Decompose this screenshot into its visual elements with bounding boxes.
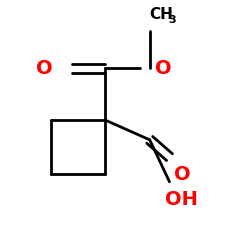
Text: 3: 3 (168, 15, 176, 25)
Text: CH: CH (150, 8, 174, 22)
Text: O: O (174, 165, 190, 184)
Text: O: O (36, 59, 53, 78)
Text: O: O (155, 59, 172, 78)
Text: OH: OH (166, 190, 198, 209)
